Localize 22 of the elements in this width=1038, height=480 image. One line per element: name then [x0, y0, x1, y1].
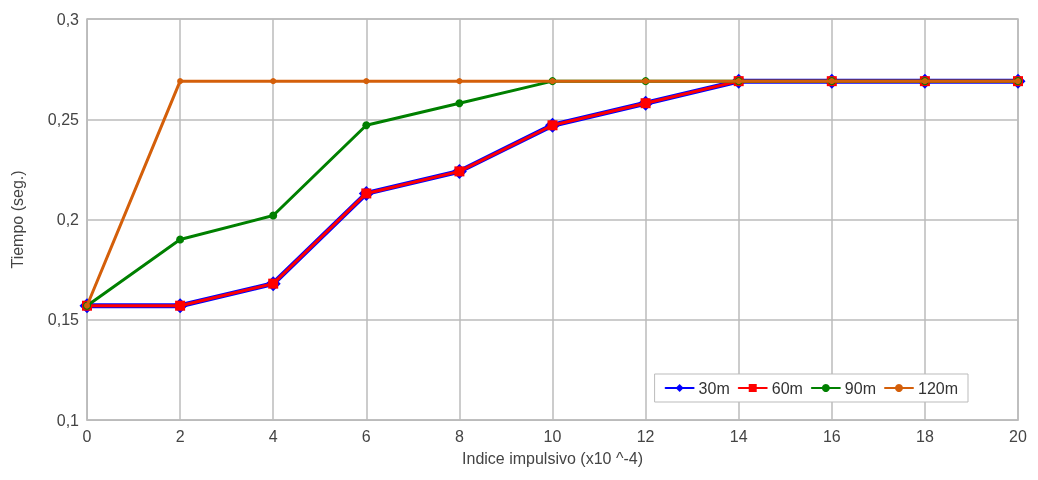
x-tick-label: 14: [729, 427, 748, 445]
x-tick-label: 4: [268, 427, 278, 445]
x-tick-label: 18: [916, 427, 934, 445]
y-tick-label: 0,1: [56, 411, 80, 429]
x-tick-label: 8: [454, 427, 464, 445]
legend-label: 30m: [698, 379, 730, 397]
y-tick-label: 0,3: [56, 10, 80, 28]
x-axis-title: Indice impulsivo (x10 ^-4): [462, 449, 643, 467]
y-tick-label: 0,15: [47, 311, 80, 329]
y-tick-label: 0,2: [56, 211, 80, 228]
x-tick-label: 20: [1009, 427, 1027, 445]
legend-label: 120m: [917, 379, 959, 397]
y-axis-title: Tiempo (seg.): [8, 170, 26, 269]
x-tick-label: 16: [822, 427, 841, 445]
x-tick-label: 2: [175, 427, 185, 445]
legend-label: 60m: [771, 379, 803, 397]
y-tick-label: 0,25: [47, 110, 80, 128]
x-tick-label: 0: [82, 427, 92, 445]
legend-label: 90m: [844, 379, 876, 397]
x-tick-label: 6: [361, 427, 371, 445]
x-tick-label: 10: [543, 427, 562, 445]
x-tick-label: 12: [636, 427, 655, 445]
